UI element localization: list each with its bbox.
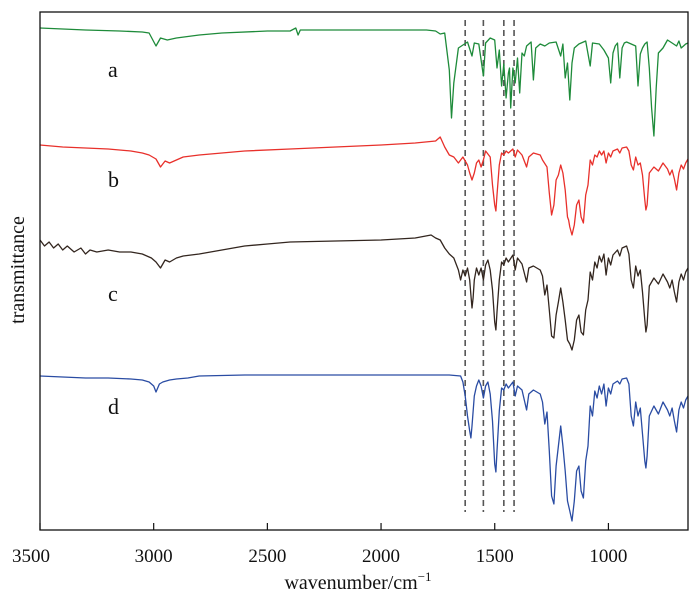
spectrum-c <box>39 234 689 351</box>
x-tick-label-1500: 1500 <box>476 546 514 567</box>
x-tick-label-2500: 2500 <box>248 546 286 567</box>
plot-frame <box>39 11 689 531</box>
x-tick-label-3000: 3000 <box>135 546 173 567</box>
y-axis-title: transmittance <box>7 216 29 324</box>
x-tick-label-1000: 1000 <box>589 546 627 567</box>
spectrum-a <box>39 27 689 137</box>
spectra <box>39 27 689 522</box>
series-label-a: a <box>108 57 118 82</box>
series-label-d: d <box>108 394 119 419</box>
x-tick-label-2000: 2000 <box>362 546 400 567</box>
series-labels: a b c d <box>108 57 119 419</box>
spectrum-d <box>39 374 689 522</box>
spectrum-b <box>39 136 689 236</box>
series-label-c: c <box>108 281 118 306</box>
series-label-b: b <box>108 167 119 192</box>
x-axis-title: wavenumber/cm−1 <box>284 569 431 594</box>
x-axis: 3500 3000 2500 2000 1500 1000 <box>12 523 627 567</box>
x-tick-label-3500: 3500 <box>12 546 50 567</box>
